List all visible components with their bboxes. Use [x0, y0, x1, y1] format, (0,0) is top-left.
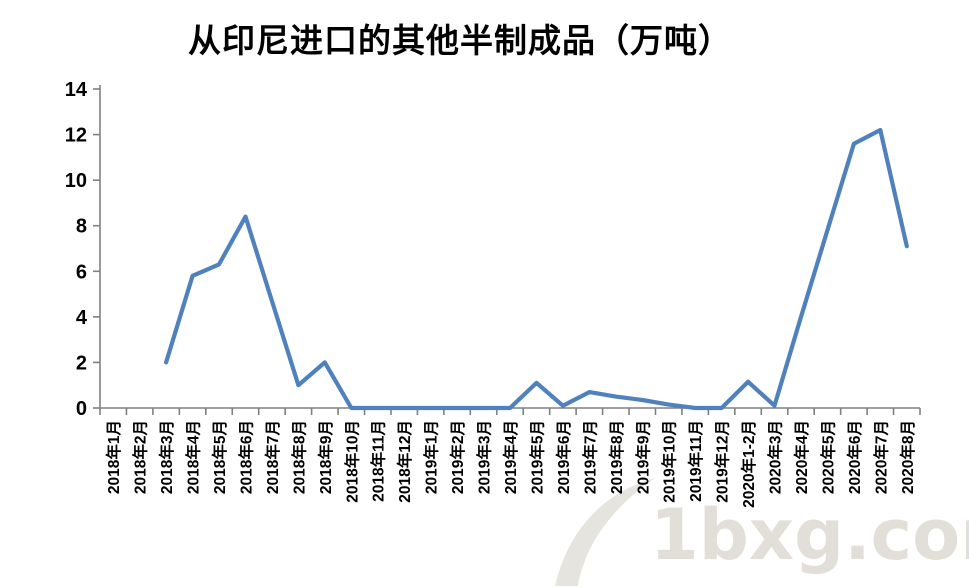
x-tick-label: 2019年3月: [475, 420, 494, 494]
x-tick-label: 2019年1月: [422, 420, 441, 494]
x-tick-label: 2019年11月: [686, 420, 705, 502]
y-tick-label: 0: [76, 398, 87, 420]
x-tick-label: 2019年7月: [580, 420, 599, 494]
x-tick-label: 2019年9月: [633, 420, 652, 494]
x-tick-label: 2020年7月: [871, 420, 890, 494]
x-tick-label: 2020年6月: [845, 420, 864, 494]
x-tick-label: 2020年5月: [818, 420, 837, 494]
x-tick-label: 2018年5月: [210, 420, 229, 494]
x-tick-label: 2018年3月: [157, 420, 176, 494]
x-tick-label: 2019年6月: [554, 420, 573, 494]
x-tick-label: 2019年12月: [713, 420, 732, 503]
y-tick-label: 4: [76, 307, 88, 329]
x-tick-label: 2020年1-2月: [739, 420, 758, 508]
x-tick-label: 2018年10月: [342, 420, 361, 503]
chart-title: 从印尼进口的其他半制成品（万吨）: [188, 24, 732, 60]
x-tick-label: 2018年12月: [395, 420, 414, 503]
y-tick-label: 10: [65, 170, 87, 192]
x-tick-label: 2020年4月: [792, 420, 811, 494]
x-tick-label: 2019年4月: [501, 420, 520, 494]
x-tick-label: 2018年11月: [369, 420, 388, 502]
x-tick-label: 2018年2月: [131, 420, 150, 494]
x-tick-label: 2019年8月: [607, 420, 626, 494]
x-tick-label: 2020年3月: [766, 420, 785, 494]
y-tick-label: 6: [76, 261, 87, 283]
x-tick-label: 2018年9月: [316, 420, 335, 494]
x-tick-label: 2018年4月: [184, 420, 203, 494]
y-tick-label: 2: [76, 352, 87, 374]
data-line-series: [164, 127, 909, 411]
y-tick-label: 12: [65, 125, 87, 147]
x-tick-label: 2018年8月: [289, 420, 308, 494]
watermark-text: 1bxg.com: [650, 494, 969, 576]
x-tick-label: 2019年2月: [448, 420, 467, 494]
y-tick-label: 8: [76, 216, 87, 238]
y-tick-label: 14: [65, 79, 88, 101]
x-tick-label: 2018年7月: [263, 420, 282, 494]
x-tick-label: 2020年8月: [898, 420, 917, 494]
x-tick-label: 2018年1月: [104, 420, 123, 494]
watermark-swoosh-icon: [555, 478, 655, 586]
x-tick-label: 2019年10月: [660, 420, 679, 503]
x-tick-label: 2019年5月: [527, 420, 546, 494]
x-tick-label: 2018年6月: [236, 420, 255, 494]
